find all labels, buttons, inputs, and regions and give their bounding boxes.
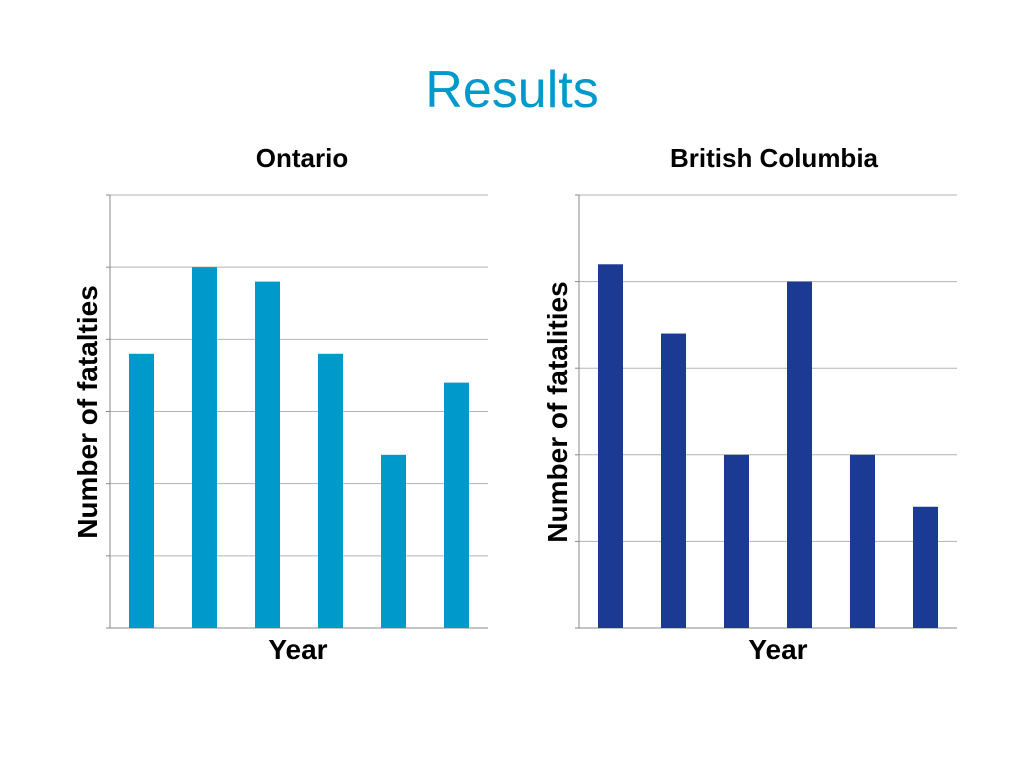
bar-british-columbia-5 (850, 454, 875, 628)
bar-ontario-2 (192, 267, 217, 628)
bar-british-columbia-4 (787, 281, 812, 628)
bar-ontario-5 (381, 454, 406, 628)
bar-ontario-1 (129, 353, 154, 628)
chart-title-ontario: Ontario (255, 143, 349, 173)
bar-british-columbia-6 (913, 506, 938, 628)
x-axis-label-british-columbia: Year (748, 634, 808, 665)
bar-british-columbia-2 (661, 333, 686, 628)
chart-title-british-columbia: British Columbia (669, 143, 878, 173)
slide-title: Results (425, 61, 599, 119)
bar-ontario-3 (255, 281, 280, 628)
bar-ontario-6 (444, 382, 469, 628)
bar-british-columbia-3 (724, 454, 749, 628)
bar-ontario-4 (318, 353, 343, 628)
bar-british-columbia-1 (598, 264, 623, 628)
x-axis-label-ontario: Year (268, 634, 328, 665)
